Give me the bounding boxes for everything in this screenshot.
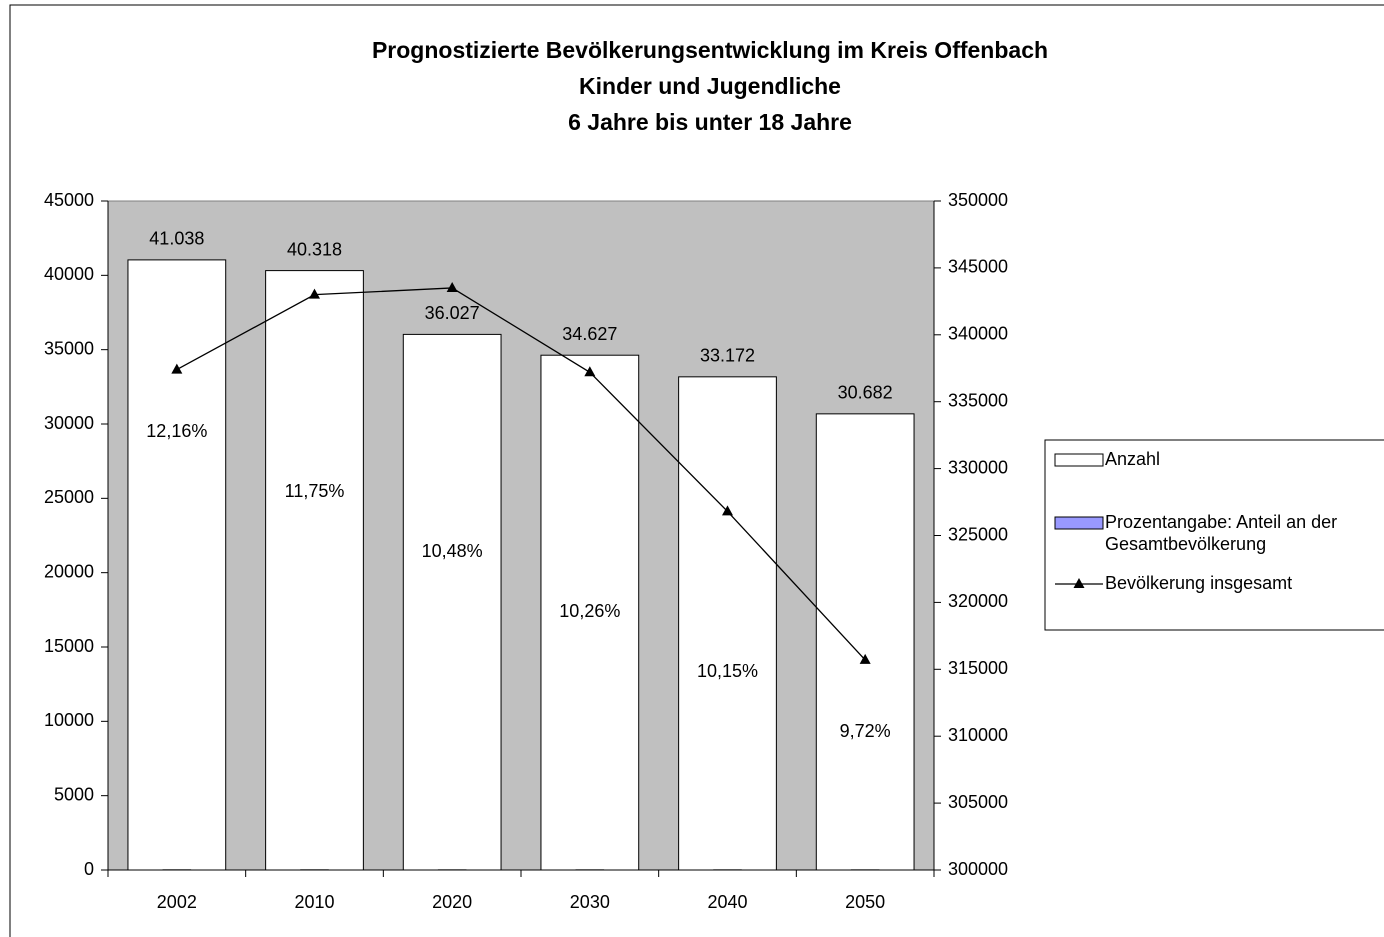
data-label: 12,16% [146,421,207,441]
legend-swatch [1054,453,1104,467]
bar [815,413,915,871]
y2-tick-label: 310000 [948,725,1008,745]
x-tick-label: 2030 [570,892,610,912]
y-tick-label: 0 [84,859,94,879]
legend-label: Prozentangabe: Anteil an der Gesamtbevöl… [1105,512,1338,554]
marker [446,281,458,292]
data-label: 40.318 [287,239,342,259]
y2-tick-label: 320000 [948,591,1008,611]
chart-title: Prognostizierte Bevölkerungsentwicklung … [372,37,1048,63]
data-label: 30.682 [838,383,893,403]
plot-area [107,200,935,871]
data-label: 10,48% [422,541,483,561]
marker [722,505,733,516]
y-tick-label: 45000 [44,190,94,210]
x-tick-label: 2040 [707,892,747,912]
y2-tick-label: 350000 [948,190,1008,210]
data-label: 11,75% [285,481,345,501]
x-tick-label: 2050 [845,892,885,912]
legend-swatch [1054,516,1104,530]
bar [678,376,777,871]
y2-tick-label: 305000 [948,792,1008,812]
y-tick-label: 30000 [44,413,94,433]
y-tick-label: 35000 [44,338,94,358]
bar [540,354,640,871]
data-label: 10,26% [559,601,620,621]
line [176,287,866,661]
chart-subtitle: Kinder und Jugendliche [579,73,841,99]
y2-tick-label: 335000 [948,390,1008,410]
y-tick-label: 25000 [44,487,94,507]
marker [859,653,871,664]
marker [309,288,320,299]
legend-label: Anzahl [1105,449,1161,469]
y2-tick-label: 340000 [948,324,1008,344]
legend-entry: Bevölkerung insgesamt [1105,573,1293,593]
marker [171,363,183,374]
y-tick-label: 5000 [54,784,94,804]
marker [584,366,596,377]
y-tick-label: 15000 [44,636,94,656]
legend-entry: Anzahl [1105,449,1161,469]
chart-subtitle: 6 Jahre bis unter 18 Jahre [568,109,852,135]
legend-label: Bevölkerung insgesamt [1105,573,1293,593]
x-tick-label: 2020 [432,892,472,912]
y2-tick-label: 330000 [948,457,1008,477]
y-tick-label: 10000 [44,710,94,730]
data-label: 34.627 [562,324,617,344]
bar [402,333,502,871]
y2-tick-label: 325000 [948,524,1008,544]
y2-tick-label: 315000 [948,658,1008,678]
legend-marker [1073,578,1085,588]
data-label: 9,72% [840,721,891,741]
y-tick-label: 20000 [44,561,94,581]
legend-entry: Prozentangabe: Anteil an der Gesamtbevöl… [1105,512,1338,554]
y2-tick-label: 300000 [948,859,1008,879]
legend-box [1044,439,1384,631]
x-tick-label: 2010 [294,892,334,912]
x-tick-label: 2002 [157,892,197,912]
y2-tick-label: 345000 [948,257,1008,277]
y-tick-label: 40000 [44,264,94,284]
data-label: 41.038 [149,229,204,249]
data-label: 10,15% [697,661,758,681]
bar [265,270,364,871]
data-label: 33.172 [700,346,755,366]
data-label: 36.027 [425,303,480,323]
